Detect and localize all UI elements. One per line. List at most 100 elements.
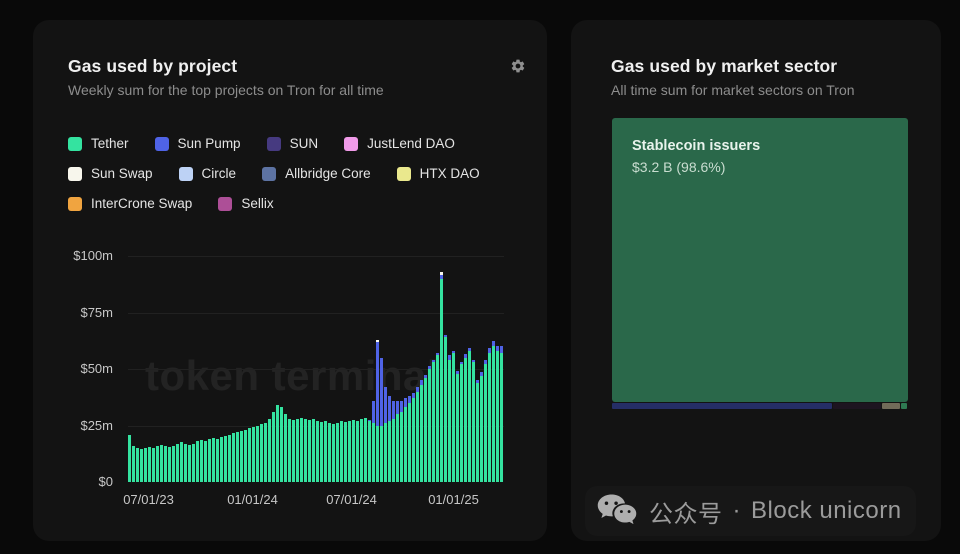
bar[interactable] [404, 398, 407, 482]
bar[interactable] [144, 448, 147, 482]
bar[interactable] [336, 423, 339, 482]
bar[interactable] [228, 434, 231, 482]
bar[interactable] [308, 419, 311, 482]
bar[interactable] [400, 400, 403, 482]
bar[interactable] [140, 449, 143, 482]
bar[interactable] [172, 445, 175, 482]
bar[interactable] [212, 437, 215, 482]
legend-item-allbridge-core[interactable]: Allbridge Core [262, 166, 371, 181]
bar[interactable] [292, 419, 295, 482]
bar[interactable] [132, 445, 135, 482]
bar[interactable] [420, 380, 423, 482]
bar[interactable] [136, 448, 139, 482]
legend-item-circle[interactable]: Circle [178, 166, 236, 181]
bar[interactable] [340, 420, 343, 482]
bar[interactable] [320, 422, 323, 482]
treemap-cell-sector-4[interactable] [882, 403, 900, 409]
bar[interactable] [456, 371, 459, 482]
bar[interactable] [440, 271, 443, 482]
bar[interactable] [460, 362, 463, 482]
bar[interactable] [128, 434, 131, 482]
bar[interactable] [224, 435, 227, 482]
bar[interactable] [444, 335, 447, 482]
bar[interactable] [152, 448, 155, 482]
bar[interactable] [496, 346, 499, 482]
legend-item-htx-dao[interactable]: HTX DAO [396, 166, 480, 181]
bar[interactable] [252, 426, 255, 482]
bar[interactable] [408, 396, 411, 482]
bar[interactable] [348, 420, 351, 482]
bar[interactable] [184, 443, 187, 482]
bar[interactable] [332, 424, 335, 482]
bar[interactable] [372, 400, 375, 482]
bar[interactable] [352, 419, 355, 482]
legend-item-sun-pump[interactable]: Sun Pump [154, 136, 241, 151]
bar[interactable] [432, 359, 435, 482]
bar[interactable] [312, 418, 315, 482]
bar[interactable] [424, 374, 427, 482]
bar[interactable] [176, 443, 179, 482]
bar[interactable] [360, 418, 363, 482]
legend-item-sellix[interactable]: Sellix [218, 196, 274, 211]
bar[interactable] [268, 418, 271, 482]
bar[interactable] [392, 400, 395, 482]
bar[interactable] [196, 441, 199, 482]
bar[interactable] [304, 418, 307, 482]
bar[interactable] [188, 444, 191, 482]
bar[interactable] [384, 387, 387, 482]
bar[interactable] [220, 436, 223, 482]
bar[interactable] [468, 347, 471, 482]
treemap-cell-sector-3[interactable] [833, 403, 881, 409]
bar[interactable] [192, 443, 195, 482]
bar[interactable] [204, 441, 207, 482]
legend-item-tether[interactable]: Tether [68, 136, 129, 151]
legend-item-intercrone-swap[interactable]: InterCrone Swap [68, 196, 192, 211]
bar[interactable] [256, 425, 259, 482]
bar[interactable] [156, 445, 159, 482]
bar[interactable] [168, 446, 171, 482]
bar[interactable] [208, 439, 211, 482]
treemap-cell-sector-5[interactable] [901, 403, 907, 409]
bar[interactable] [356, 420, 359, 482]
bar[interactable] [396, 400, 399, 482]
bar[interactable] [412, 392, 415, 482]
bar[interactable] [488, 347, 491, 482]
bar[interactable] [160, 444, 163, 482]
bar[interactable] [244, 430, 247, 482]
bar[interactable] [472, 359, 475, 482]
bar[interactable] [216, 439, 219, 482]
bar[interactable] [300, 417, 303, 482]
bar[interactable] [276, 405, 279, 482]
bar[interactable] [376, 339, 379, 482]
bar[interactable] [364, 417, 367, 482]
legend-item-sun[interactable]: SUN [266, 136, 318, 151]
bar[interactable] [368, 419, 371, 482]
bar[interactable] [148, 446, 151, 482]
bar[interactable] [232, 433, 235, 482]
bar[interactable] [500, 346, 503, 482]
treemap-cell-sector-2[interactable] [612, 403, 832, 409]
legend-item-justlend-dao[interactable]: JustLend DAO [344, 136, 455, 151]
bar[interactable] [476, 380, 479, 482]
bar[interactable] [416, 387, 419, 482]
bar[interactable] [288, 418, 291, 482]
bar[interactable] [324, 420, 327, 482]
bar[interactable] [260, 424, 263, 482]
bar[interactable] [464, 354, 467, 482]
bar[interactable] [344, 422, 347, 482]
bar[interactable] [296, 418, 299, 482]
bar[interactable] [164, 445, 167, 482]
bar[interactable] [264, 423, 267, 482]
bar[interactable] [388, 396, 391, 482]
bar[interactable] [240, 431, 243, 482]
legend-item-sun-swap[interactable]: Sun Swap [68, 166, 153, 181]
bar[interactable] [248, 427, 251, 482]
bar[interactable] [492, 340, 495, 482]
bar[interactable] [236, 432, 239, 482]
bar[interactable] [428, 365, 431, 482]
bar[interactable] [284, 414, 287, 482]
bar[interactable] [180, 442, 183, 482]
bar[interactable] [448, 355, 451, 482]
bar[interactable] [480, 372, 483, 482]
bar[interactable] [484, 359, 487, 482]
